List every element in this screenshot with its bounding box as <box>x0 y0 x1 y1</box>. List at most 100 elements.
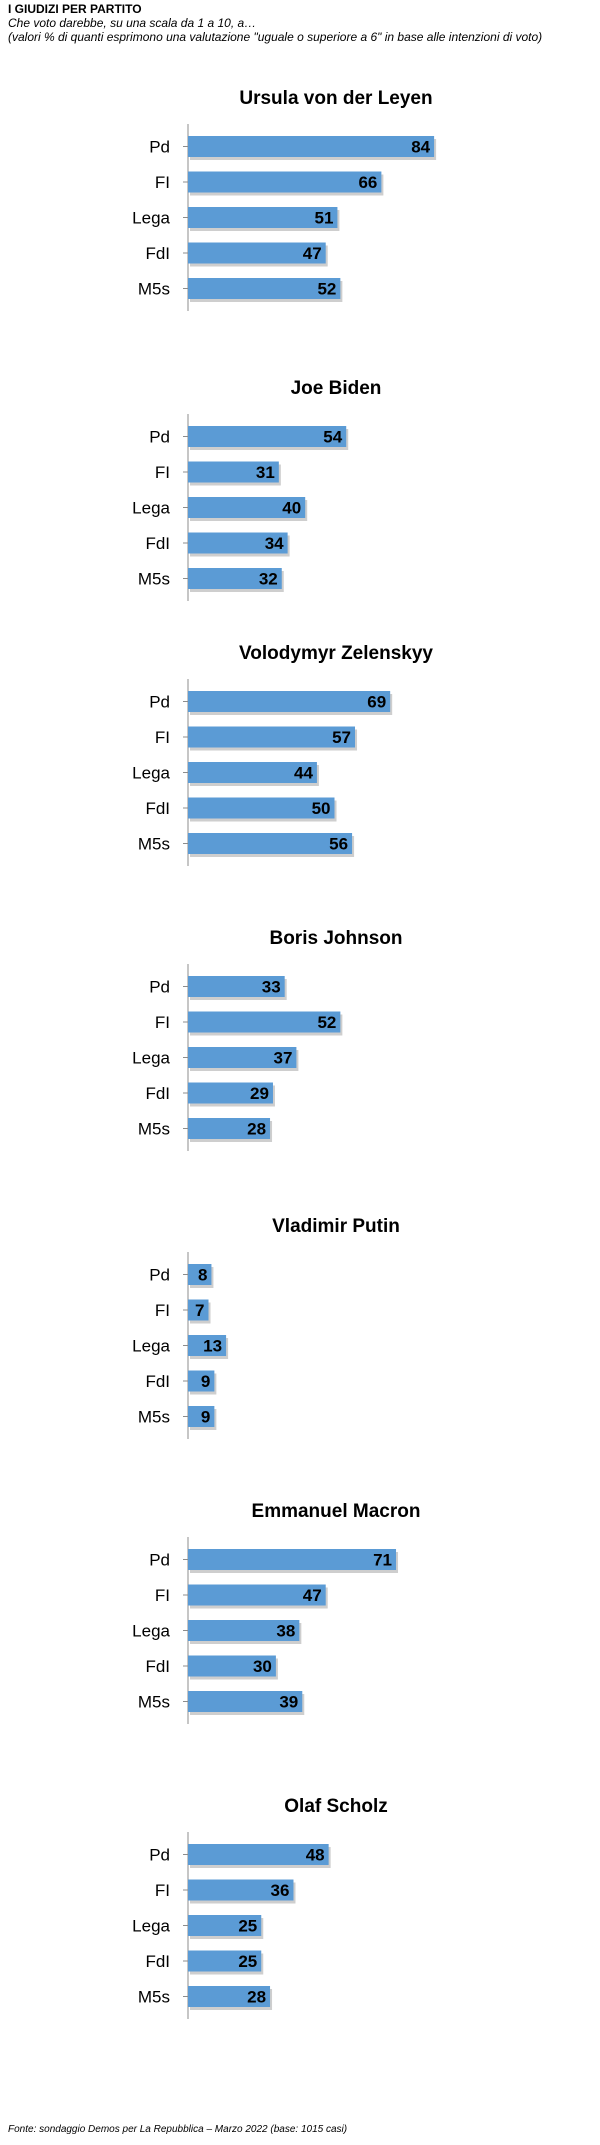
chart-title: Ursula von der Leyen <box>239 88 432 109</box>
category-label: Lega <box>132 1917 170 1936</box>
category-label: Pd <box>149 1266 170 1285</box>
category-label: Lega <box>132 209 170 228</box>
data-label: 44 <box>294 764 313 783</box>
data-label: 25 <box>238 1952 257 1971</box>
category-label: FdI <box>145 1084 170 1103</box>
data-label: 34 <box>265 534 284 553</box>
bar <box>188 1082 273 1104</box>
data-label: 66 <box>358 173 377 192</box>
bar <box>188 1620 300 1641</box>
chart-svg: Volodymyr Zelenskyy Pd 69 FI 57 Lega 44 FdI 50 M5… <box>132 643 433 866</box>
chart-4: Boris Johnson Pd 33 FI 52 Lega 37 FdI 29 M5s 28 <box>0 922 600 1182</box>
bar <box>188 568 282 589</box>
source-note: Fonte: sondaggio Demos per La Repubblica… <box>8 2124 348 2135</box>
bar <box>188 1335 227 1356</box>
category-label: M5s <box>138 1408 170 1427</box>
data-label: 29 <box>250 1084 269 1103</box>
chart-svg: Olaf Scholz Pd 48 FI 36 Lega 25 FdI 25 M5s 28 <box>132 1796 388 2019</box>
data-label: 37 <box>273 1049 292 1068</box>
bar <box>188 532 288 554</box>
data-label: 25 <box>238 1917 257 1936</box>
bar <box>188 461 279 483</box>
category-label: Lega <box>132 499 170 518</box>
category-label: M5s <box>138 1988 170 2007</box>
data-label: 57 <box>332 728 351 747</box>
data-label: 38 <box>276 1622 295 1641</box>
chart-svg: Emmanuel Macron Pd 71 FI 47 Lega 38 FdI 30 M5s 39 <box>132 1501 421 1724</box>
category-label: FdI <box>145 799 170 818</box>
bar <box>188 976 285 997</box>
bar <box>188 1950 262 1972</box>
chart-title: Emmanuel Macron <box>252 1501 421 1522</box>
bar <box>188 1691 303 1712</box>
data-label: 47 <box>303 1586 322 1605</box>
bar <box>188 1264 212 1285</box>
data-label: 50 <box>312 799 331 818</box>
chart-svg: Boris Johnson Pd 33 FI 52 Lega 37 FdI 29 M5s 28 <box>132 928 403 1151</box>
bar <box>188 691 391 712</box>
chart-title: Olaf Scholz <box>284 1796 387 1817</box>
data-label: 52 <box>317 1013 336 1032</box>
data-label: 30 <box>253 1657 272 1676</box>
category-label: Lega <box>132 764 170 783</box>
category-label: Pd <box>149 1551 170 1570</box>
bar <box>188 278 341 299</box>
category-label: Pd <box>149 428 170 447</box>
data-label: 48 <box>306 1846 325 1865</box>
data-label: 9 <box>201 1372 210 1391</box>
chart-title: Volodymyr Zelenskyy <box>239 643 433 664</box>
category-label: FdI <box>145 1657 170 1676</box>
page-subtitle: Che voto darebbe, su una scala da 1 a 10… <box>8 16 257 30</box>
page-title: I GIUDIZI PER PARTITO <box>8 2 142 16</box>
data-label: 31 <box>256 463 275 482</box>
bar <box>188 1299 209 1321</box>
data-label: 33 <box>262 978 281 997</box>
bar <box>188 136 435 157</box>
chart-svg: Vladimir Putin Pd 8 FI 7 Lega 13 FdI 9 M5s 9 <box>132 1216 400 1439</box>
category-label: FdI <box>145 1952 170 1971</box>
category-label: FI <box>155 463 170 482</box>
bar <box>188 1844 329 1865</box>
chart-6: Emmanuel Macron Pd 71 FI 47 Lega 38 FdI 30 M5s 39 <box>0 1495 600 1755</box>
category-label: FI <box>155 728 170 747</box>
data-label: 8 <box>198 1266 207 1285</box>
chart-svg: Joe Biden Pd 54 FI 31 Lega 40 FdI 34 M5s 32 <box>132 378 381 601</box>
chart-title: Vladimir Putin <box>272 1216 400 1237</box>
chart-2: Joe Biden Pd 54 FI 31 Lega 40 FdI 34 M5s 32 <box>0 372 600 632</box>
category-label: Pd <box>149 693 170 712</box>
data-label: 13 <box>203 1337 222 1356</box>
category-label: Pd <box>149 978 170 997</box>
bar <box>188 1584 326 1606</box>
data-label: 71 <box>373 1551 392 1570</box>
category-label: Pd <box>149 138 170 157</box>
bar <box>188 1879 294 1901</box>
data-label: 28 <box>247 1120 266 1139</box>
chart-svg: Ursula von der Leyen Pd 84 FI 66 Lega 51 FdI 47 M… <box>132 88 437 311</box>
data-label: 40 <box>282 499 301 518</box>
header: I GIUDIZI PER PARTITO Che voto darebbe, … <box>8 2 592 44</box>
category-label: M5s <box>138 835 170 854</box>
data-label: 69 <box>367 693 386 712</box>
bar <box>188 207 338 228</box>
bar <box>188 1011 341 1033</box>
data-label: 7 <box>195 1301 204 1320</box>
bar <box>188 1655 276 1677</box>
chart-7: Olaf Scholz Pd 48 FI 36 Lega 25 FdI 25 M5s 28 <box>0 1790 600 2050</box>
category-label: FdI <box>145 1372 170 1391</box>
bar <box>188 1549 397 1570</box>
category-label: FI <box>155 1013 170 1032</box>
category-label: FI <box>155 1586 170 1605</box>
bar <box>188 1370 215 1392</box>
data-label: 84 <box>411 138 430 157</box>
bar <box>188 833 353 854</box>
category-label: Lega <box>132 1622 170 1641</box>
chart-1: Ursula von der Leyen Pd 84 FI 66 Lega 51 FdI 47 M… <box>0 82 600 342</box>
data-label: 54 <box>323 428 342 447</box>
data-label: 28 <box>247 1988 266 2007</box>
chart-title: Boris Johnson <box>269 928 402 949</box>
chart-3: Volodymyr Zelenskyy Pd 69 FI 57 Lega 44 FdI 50 M5… <box>0 637 600 897</box>
data-label: 9 <box>201 1408 210 1427</box>
data-label: 51 <box>315 209 334 228</box>
bar <box>188 1986 271 2007</box>
data-label: 32 <box>259 570 278 589</box>
